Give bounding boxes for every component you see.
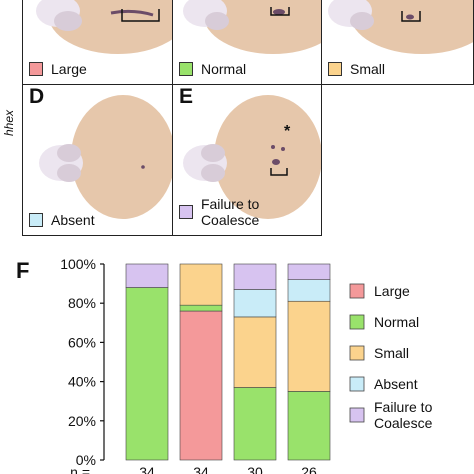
n-value-label: 26 [301,464,317,474]
chart-title: F [16,258,30,283]
legend-row-failure: Failure to Coalesce [179,196,321,228]
legend-swatch [349,345,365,361]
bar-segment-small [287,300,331,392]
swatch-failure [179,205,193,219]
legend-label: Failure to [374,399,433,415]
n-value-label: 34 [193,464,209,474]
bar-segment-small [179,263,223,306]
bracket-a [121,9,160,22]
legend-swatch [349,283,365,299]
y-tick-label: 80% [68,295,96,311]
bar-segment-large [179,310,223,461]
bar-segment-failure-to-coalesce [125,263,169,288]
legend-row-normal: Normal [179,61,246,77]
legend-label-large: Large [51,61,87,77]
legend-label-small: Small [350,61,386,77]
embryo-image-a [36,0,172,54]
bar-segment-absent [233,289,277,318]
bar-segment-failure-to-coalesce [287,263,331,280]
embryo-image-e [183,95,321,219]
y-tick-label: 60% [68,334,96,350]
bar-segment-failure-to-coalesce [233,263,277,290]
y-tick-label: 100% [60,256,96,272]
panel-e: * E Failure to Coalesce [172,84,322,236]
legend-label-absent: Absent [51,212,95,228]
bracket-b [270,7,290,16]
y-tick-label: 40% [68,374,96,390]
embryo-image-d [39,95,172,219]
legend-label: Absent [374,376,418,392]
legend-label: Large [374,283,410,299]
panel-letter-d: D [29,85,45,108]
legend-swatch [349,407,365,423]
y-tick-label: 0% [76,452,96,468]
legend-row-small: Small [328,61,385,77]
legend-row-large: Large [29,61,87,77]
panel-a: Large [22,0,173,85]
bracket-c [401,11,421,22]
embryo-image-c [328,0,473,54]
panel-b: Normal [172,0,322,85]
swatch-normal [179,62,193,76]
asterisk-annotation: * [284,123,291,140]
y-tick-label: 20% [68,413,96,429]
legend-label: Small [374,345,409,361]
legend-label-failure: Failure to Coalesce [200,196,260,228]
bar-segment-small [233,316,277,388]
bar-segment-normal [233,387,277,461]
panel-letter-e: E [179,85,194,108]
n-value-label: 34 [139,464,155,474]
legend-row-absent: Absent [29,212,95,228]
legend-label: Coalesce [374,415,433,431]
bar-segment-normal [287,391,331,461]
legend-label: Normal [374,314,419,330]
bar-segment-normal [125,287,169,461]
swatch-large [29,62,43,76]
panel-d: D Absent [22,84,173,236]
swatch-absent [29,213,43,227]
n-value-label: 30 [247,464,263,474]
legend-swatch [349,314,365,330]
panel-c: Small [321,0,474,85]
legend-label-normal: Normal [201,61,247,77]
embryo-image-b [183,0,321,54]
bracket-e [270,168,288,176]
bar-segment-absent [287,279,331,302]
n-label: n = [70,464,90,474]
legend-swatch [349,376,365,392]
swatch-small [328,62,342,76]
bar-segment-normal [179,304,223,312]
